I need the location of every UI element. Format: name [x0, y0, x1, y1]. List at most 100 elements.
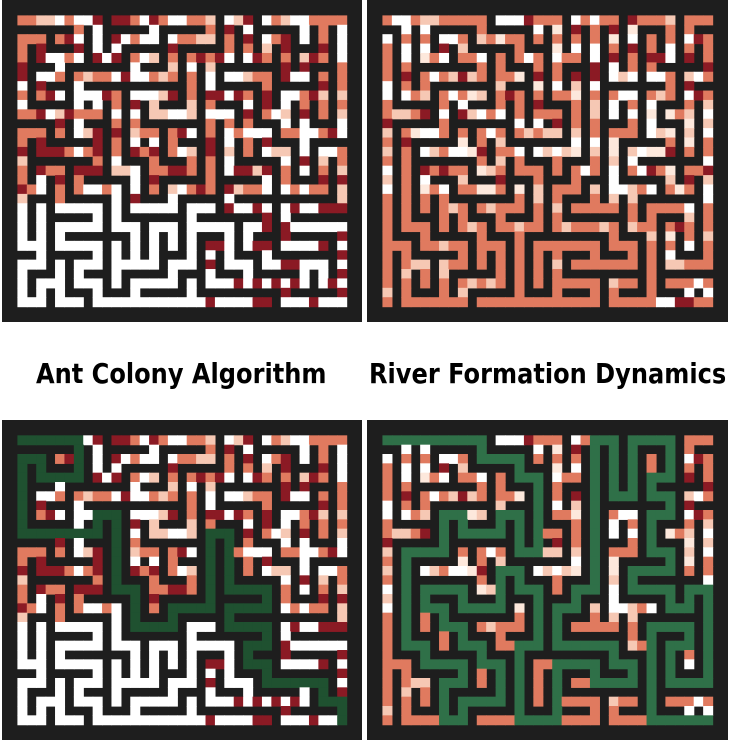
solution-path-cell [186, 603, 197, 614]
maze-corridor-cell [177, 584, 188, 595]
maze-corridor-cell [580, 15, 591, 26]
maze-corridor-cell [382, 62, 393, 73]
maze-corridor-cell [261, 500, 272, 511]
maze-corridor-cell [627, 640, 638, 651]
maze-corridor-cell [693, 510, 704, 520]
maze-corridor-cell [149, 99, 160, 110]
maze-corridor-cell [327, 566, 338, 576]
maze-corridor-cell [139, 90, 150, 101]
maze-corridor-cell [83, 90, 94, 101]
maze-corridor-cell [646, 71, 657, 82]
maze-corridor-cell [308, 222, 319, 233]
maze-corridor-cell [337, 528, 348, 539]
solution-path-cell [401, 603, 412, 614]
maze-corridor-cell [167, 659, 178, 670]
maze-corridor-cell [167, 15, 178, 26]
maze-corridor-cell [111, 463, 122, 474]
maze-corridor-cell [589, 52, 600, 63]
maze-corridor-cell [420, 454, 431, 464]
solution-path-cell [64, 435, 75, 446]
maze-corridor-cell [486, 715, 497, 726]
maze-corridor-cell [186, 81, 197, 92]
solution-path-cell [448, 659, 459, 670]
maze-corridor-cell [401, 715, 412, 726]
maze-corridor-cell [233, 435, 244, 446]
maze-corridor-cell [552, 566, 563, 576]
solution-path-cell [703, 631, 714, 642]
maze-corridor-cell [486, 184, 497, 195]
maze-corridor-cell [337, 193, 348, 204]
maze-corridor-cell [391, 240, 402, 251]
maze-corridor-cell [476, 622, 487, 632]
maze-corridor-cell [55, 240, 66, 251]
maze-corridor-cell [665, 52, 676, 63]
maze-corridor-cell [337, 15, 348, 26]
maze-corridor-cell [476, 575, 487, 586]
solution-path-cell [17, 510, 28, 520]
maze-corridor-cell [533, 24, 544, 35]
solution-path-cell [139, 622, 150, 632]
maze-corridor-cell [252, 715, 263, 726]
river-formation-maze-bottom-svg [367, 420, 728, 740]
solution-path-cell [261, 668, 272, 679]
maze-corridor-cell [684, 528, 695, 539]
maze-corridor-cell [92, 250, 103, 261]
maze-corridor-cell [523, 15, 534, 26]
solution-path-cell [627, 584, 638, 595]
maze-corridor-cell [224, 250, 235, 261]
maze-corridor-cell [318, 519, 329, 530]
maze-corridor-cell [111, 659, 122, 670]
maze-corridor-cell [55, 71, 66, 82]
maze-corridor-cell [420, 231, 431, 242]
maze-corridor-cell [186, 640, 197, 651]
maze-corridor-cell [92, 212, 103, 223]
maze-corridor-cell [214, 90, 225, 101]
maze-corridor-cell [401, 297, 412, 308]
maze-corridor-cell [439, 491, 450, 502]
solution-path-cell [233, 622, 244, 632]
maze-corridor-cell [308, 297, 319, 308]
maze-corridor-cell [476, 128, 487, 139]
maze-corridor-cell [382, 706, 393, 716]
maze-corridor-cell [280, 15, 291, 26]
maze-corridor-cell [36, 668, 47, 679]
maze-corridor-cell [627, 15, 638, 26]
solution-path-cell [655, 566, 666, 576]
maze-corridor-cell [205, 99, 216, 110]
solution-path-cell [337, 696, 348, 707]
solution-path-cell [261, 584, 272, 595]
maze-corridor-cell [233, 297, 244, 308]
maze-corridor-cell [83, 71, 94, 82]
maze-corridor-cell [186, 212, 197, 223]
maze-corridor-cell [327, 146, 338, 157]
maze-corridor-cell [261, 491, 272, 502]
maze-corridor-cell [196, 715, 207, 726]
solution-path-cell [693, 678, 704, 688]
maze-corridor-cell [327, 203, 338, 214]
solution-path-cell [665, 500, 676, 511]
maze-corridor-cell [589, 696, 600, 707]
maze-corridor-cell [618, 696, 629, 707]
maze-corridor-cell [186, 222, 197, 233]
maze-corridor-cell [514, 231, 525, 242]
maze-corridor-cell [571, 146, 582, 157]
maze-corridor-cell [280, 43, 291, 54]
maze-corridor-cell [149, 444, 160, 455]
maze-corridor-cell [552, 287, 563, 298]
maze-corridor-cell [149, 71, 160, 82]
maze-corridor-cell [684, 278, 695, 289]
maze-corridor-cell [130, 118, 141, 129]
river-formation-maze-bottom [367, 420, 728, 740]
solution-path-cell [646, 482, 657, 492]
maze-corridor-cell [571, 184, 582, 195]
maze-corridor-cell [17, 575, 28, 586]
maze-corridor-cell [665, 240, 676, 251]
maze-corridor-cell [552, 297, 563, 308]
maze-corridor-cell [533, 128, 544, 139]
maze-corridor-cell [36, 491, 47, 502]
maze-corridor-cell [290, 297, 301, 308]
maze-corridor-cell [665, 109, 676, 120]
maze-corridor-cell [637, 715, 648, 726]
maze-corridor-cell [36, 650, 47, 660]
maze-corridor-cell [167, 34, 178, 45]
